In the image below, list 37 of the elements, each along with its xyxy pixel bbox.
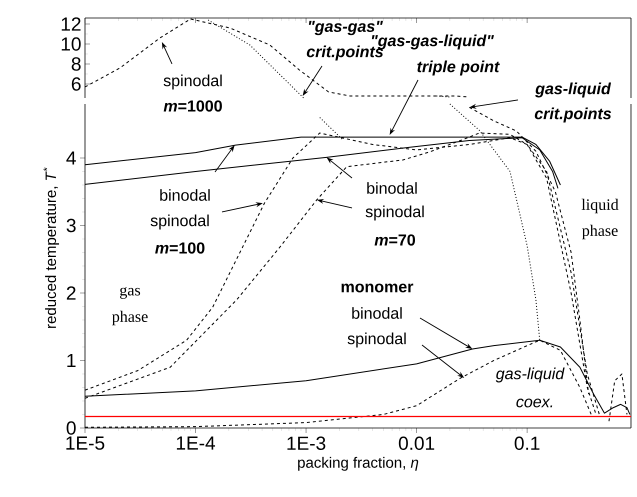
annotation: m=1000 bbox=[164, 100, 222, 112]
y-tick-label: 10 bbox=[62, 37, 81, 51]
y-tick-label: 3 bbox=[66, 218, 76, 232]
annotation: liquid bbox=[582, 198, 618, 214]
x-tick-label: 0.01 bbox=[398, 436, 434, 450]
annotation: binodal bbox=[352, 307, 402, 319]
y-tick-label: 0 bbox=[66, 421, 76, 435]
x-axis-title: packing fraction, η bbox=[298, 456, 418, 471]
annotation: binodal bbox=[160, 189, 210, 201]
annotation: spinodal bbox=[150, 214, 209, 230]
annotation: spinodal bbox=[164, 74, 222, 90]
annotation: spinodal bbox=[366, 206, 424, 220]
annotation: m=70 bbox=[374, 234, 416, 246]
y-tick-label: 2 bbox=[66, 286, 76, 300]
annotation: binodal bbox=[367, 182, 417, 194]
x-tick-label: 1E-3 bbox=[287, 436, 326, 450]
y-tick-label: 6 bbox=[72, 77, 81, 91]
annotation: spinodal bbox=[348, 332, 406, 348]
annotation: triple point bbox=[417, 60, 500, 76]
y-tick-label: 12 bbox=[62, 17, 81, 31]
y-tick-label: 1 bbox=[67, 354, 76, 368]
x-tick-label: 1E-4 bbox=[176, 436, 216, 450]
y-tick-label: 8 bbox=[72, 57, 81, 71]
annotation: phase bbox=[582, 224, 618, 240]
annotation: monomer bbox=[342, 284, 414, 292]
x-tick-label: 0.1 bbox=[514, 436, 540, 450]
annotation: coex. bbox=[516, 398, 552, 408]
annotation: m=100 bbox=[155, 242, 204, 254]
annotation: gas-liquid bbox=[496, 368, 565, 382]
y-axis-title: reduced temperature, T$^{*}$ bbox=[43, 167, 60, 328]
y-tick-label: 4 bbox=[66, 151, 76, 165]
x-tick-label: 1E-5 bbox=[66, 436, 104, 450]
annotation: crit.points bbox=[534, 108, 612, 122]
annotation: "gas-gas" bbox=[308, 20, 383, 36]
annotation: gas-liquid bbox=[535, 82, 612, 98]
annotation: gas bbox=[120, 287, 140, 299]
annotation: phase bbox=[112, 310, 148, 326]
